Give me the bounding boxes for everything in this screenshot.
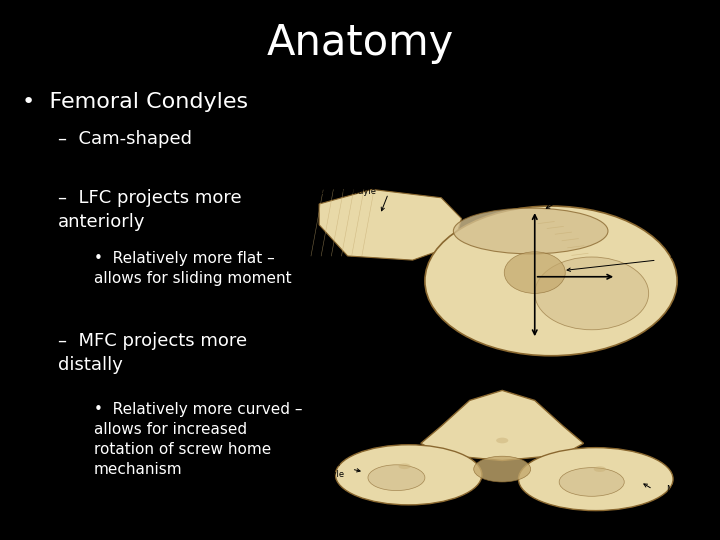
Ellipse shape — [425, 206, 677, 356]
Text: Lateral
condyle: Lateral condyle — [311, 460, 344, 479]
Text: Notch: Notch — [669, 252, 693, 260]
Ellipse shape — [535, 257, 649, 330]
Ellipse shape — [518, 448, 673, 511]
Text: Lateral condyle
more anterior: Lateral condyle more anterior — [563, 183, 623, 202]
Text: A: A — [311, 367, 318, 376]
Text: Medial
condyle: Medial condyle — [660, 485, 693, 504]
Text: –  MFC projects more
distally: – MFC projects more distally — [58, 332, 247, 374]
Text: –  Cam-shaped: – Cam-shaped — [58, 130, 192, 147]
Text: C: C — [687, 367, 693, 376]
Polygon shape — [319, 190, 462, 260]
Text: Anatomy: Anatomy — [266, 22, 454, 64]
Ellipse shape — [496, 437, 508, 443]
Text: Medial condyle: Medial condyle — [479, 367, 542, 376]
Text: B: B — [311, 514, 318, 524]
Ellipse shape — [368, 465, 425, 490]
Ellipse shape — [594, 466, 606, 472]
Ellipse shape — [559, 468, 624, 496]
Ellipse shape — [504, 252, 565, 293]
Text: •  Relatively more curved –
allows for increased
rotation of screw home
mechanis: • Relatively more curved – allows for in… — [94, 402, 302, 477]
Ellipse shape — [336, 445, 482, 505]
Text: –  LFC projects more
anteriorly: – LFC projects more anteriorly — [58, 189, 241, 231]
Text: •  Femoral Condyles: • Femoral Condyles — [22, 92, 248, 112]
Text: Lateral condyle: Lateral condyle — [311, 187, 376, 197]
Ellipse shape — [474, 456, 531, 482]
Ellipse shape — [454, 208, 608, 254]
Polygon shape — [420, 390, 583, 461]
Text: •  Relatively more flat –
allows for sliding moment: • Relatively more flat – allows for slid… — [94, 251, 291, 286]
Ellipse shape — [398, 463, 410, 469]
